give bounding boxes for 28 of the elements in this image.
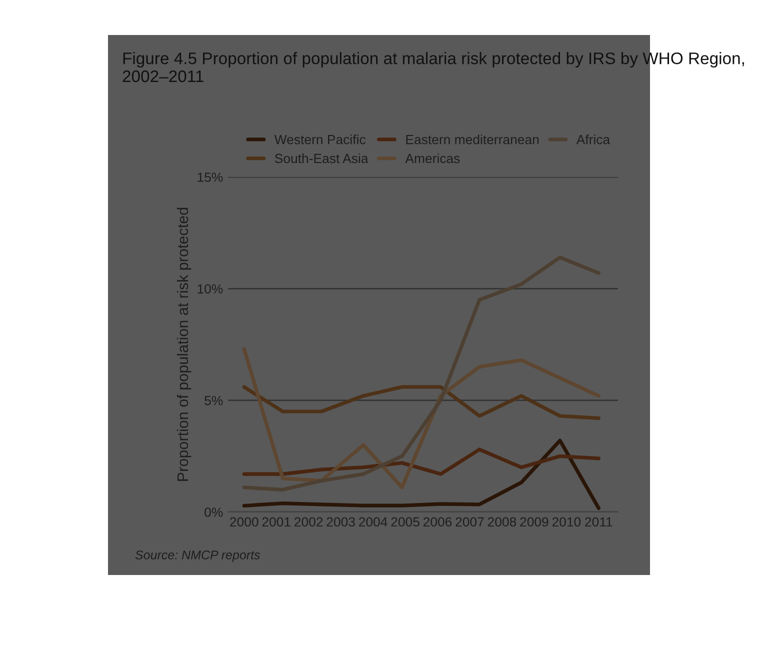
y-tick-label: 15%	[198, 172, 223, 182]
legend-label: Western Pacific	[274, 134, 366, 144]
x-tick-label: 2009	[520, 517, 548, 527]
legend-label: Africa	[576, 134, 610, 144]
x-tick-label: 2004	[359, 517, 388, 527]
x-tick-label: 2011	[585, 517, 612, 527]
x-tick-label: 2008	[488, 517, 516, 527]
x-tick-label: 2002	[294, 517, 323, 527]
x-tick-label: 2005	[391, 517, 420, 527]
y-axis-title: Proportion of population at risk protected	[176, 208, 192, 481]
legend-label: Eastern mediterranean	[406, 134, 539, 144]
x-tick-label: 2003	[326, 517, 355, 527]
x-tick-label: 2001	[262, 517, 290, 527]
x-tick-label: 2010	[552, 517, 581, 527]
line-series	[242, 256, 600, 492]
line-series	[242, 385, 600, 420]
y-tick-label: 5%	[204, 396, 223, 406]
line-series	[242, 448, 600, 476]
source-note: Source: NMCP reports	[135, 550, 260, 562]
y-tick-label: 10%	[198, 284, 223, 294]
x-tick-label: 2007	[456, 517, 484, 527]
line-series	[242, 438, 600, 510]
y-tick-label: 0%	[204, 508, 223, 517]
x-tick-label: 2006	[423, 517, 452, 527]
legend-label: South-East Asia	[274, 153, 368, 164]
legend-label: Americas	[405, 153, 460, 164]
line-series	[242, 347, 600, 490]
x-tick-label: 2000	[230, 517, 258, 527]
